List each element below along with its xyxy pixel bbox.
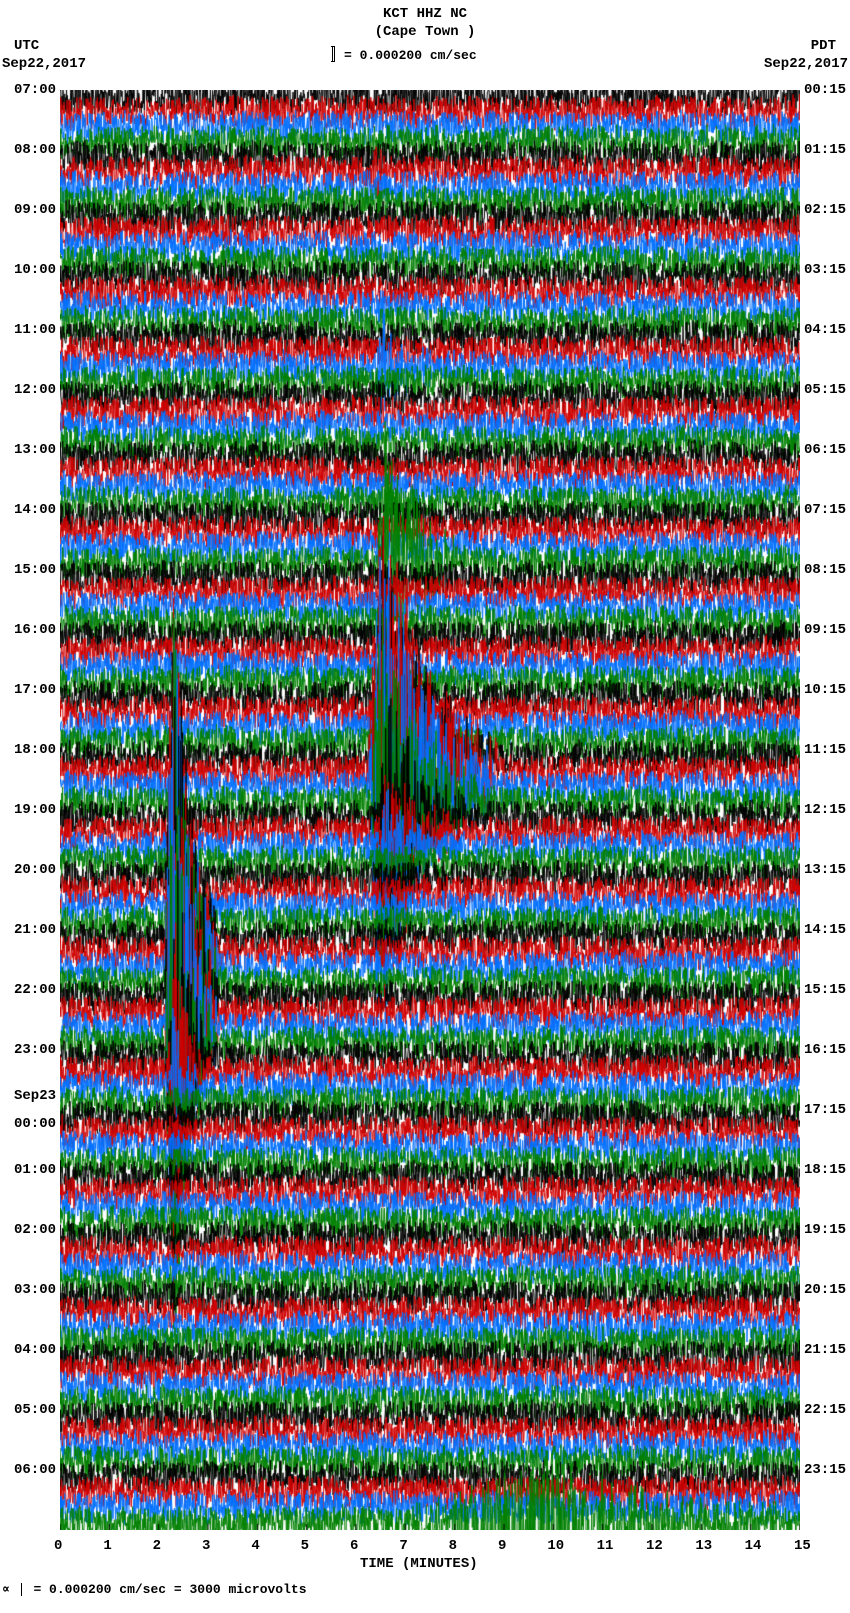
utc-tick: 01:00 <box>14 1162 56 1178</box>
pdt-tick: 21:15 <box>804 1342 846 1358</box>
left-tz: UTC <box>14 38 39 54</box>
utc-tick: 08:00 <box>14 142 56 158</box>
x-tick: 0 <box>54 1538 62 1554</box>
x-tick: 13 <box>695 1538 712 1554</box>
x-tick: 9 <box>498 1538 506 1554</box>
pdt-tick: 18:15 <box>804 1162 846 1178</box>
pdt-tick: 14:15 <box>804 922 846 938</box>
left-date: Sep22,2017 <box>2 56 86 72</box>
pdt-tick: 05:15 <box>804 382 846 398</box>
utc-tick: 20:00 <box>14 862 56 878</box>
utc-tick: 21:00 <box>14 922 56 938</box>
pdt-tick: 12:15 <box>804 802 846 818</box>
right-date: Sep22,2017 <box>764 56 848 72</box>
x-tick: 14 <box>745 1538 762 1554</box>
pdt-tick: 16:15 <box>804 1042 846 1058</box>
pdt-tick: 19:15 <box>804 1222 846 1238</box>
pdt-tick: 06:15 <box>804 442 846 458</box>
pdt-tick: 15:15 <box>804 982 846 998</box>
utc-tick: 17:00 <box>14 682 56 698</box>
utc-tick: 11:00 <box>14 322 56 338</box>
utc-tick: 15:00 <box>14 562 56 578</box>
pdt-tick: 17:15 <box>804 1102 846 1118</box>
footnote-text: = 0.000200 cm/sec = 3000 microvolts <box>33 1582 306 1597</box>
x-tick: 11 <box>597 1538 614 1554</box>
x-tick: 8 <box>449 1538 457 1554</box>
title-line2: (Cape Town ) <box>0 24 850 40</box>
utc-tick: 03:00 <box>14 1282 56 1298</box>
utc-tick: 19:00 <box>14 802 56 818</box>
pdt-tick: 02:15 <box>804 202 846 218</box>
pdt-tick: 10:15 <box>804 682 846 698</box>
helicorder-canvas <box>60 90 800 1530</box>
title-line1: KCT HHZ NC <box>0 6 850 22</box>
utc-tick: 18:00 <box>14 742 56 758</box>
x-tick: 12 <box>646 1538 663 1554</box>
pdt-tick: 04:15 <box>804 322 846 338</box>
pdt-tick: 20:15 <box>804 1282 846 1298</box>
pdt-tick: 00:15 <box>804 82 846 98</box>
footnote: ∝ = 0.000200 cm/sec = 3000 microvolts <box>2 1582 307 1597</box>
utc-tick: 02:00 <box>14 1222 56 1238</box>
x-tick: 7 <box>399 1538 407 1554</box>
pdt-tick: 09:15 <box>804 622 846 638</box>
utc-tick: 16:00 <box>14 622 56 638</box>
x-tick: 6 <box>350 1538 358 1554</box>
right-tz: PDT <box>811 38 836 54</box>
pdt-tick: 07:15 <box>804 502 846 518</box>
scale-bar-icon <box>332 46 335 62</box>
helicorder-plot <box>60 90 800 1530</box>
pdt-tick: 08:15 <box>804 562 846 578</box>
footnote-prefix: ∝ <box>2 1582 10 1597</box>
utc-tick: 12:00 <box>14 382 56 398</box>
utc-tick: 13:00 <box>14 442 56 458</box>
utc-tick: 00:00 <box>14 1116 56 1132</box>
x-tick: 5 <box>301 1538 309 1554</box>
utc-tick: 09:00 <box>14 202 56 218</box>
utc-tick: 05:00 <box>14 1402 56 1418</box>
utc-tick: 22:00 <box>14 982 56 998</box>
utc-tick: 06:00 <box>14 1462 56 1478</box>
utc-tick: 07:00 <box>14 82 56 98</box>
pdt-tick: 11:15 <box>804 742 846 758</box>
utc-tick: 14:00 <box>14 502 56 518</box>
pdt-tick: 23:15 <box>804 1462 846 1478</box>
scale-text: = 0.000200 cm/sec <box>344 48 477 63</box>
x-tick: 2 <box>153 1538 161 1554</box>
x-tick: 4 <box>251 1538 259 1554</box>
utc-tick: 23:00 <box>14 1042 56 1058</box>
x-tick: 10 <box>547 1538 564 1554</box>
utc-tick: 10:00 <box>14 262 56 278</box>
pdt-tick: 22:15 <box>804 1402 846 1418</box>
pdt-tick: 03:15 <box>804 262 846 278</box>
utc-tick: Sep23 <box>14 1088 56 1104</box>
x-tick: 1 <box>103 1538 111 1554</box>
x-tick: 15 <box>794 1538 811 1554</box>
x-tick: 3 <box>202 1538 210 1554</box>
x-axis-title: TIME (MINUTES) <box>360 1556 478 1572</box>
utc-tick: 04:00 <box>14 1342 56 1358</box>
pdt-tick: 13:15 <box>804 862 846 878</box>
pdt-tick: 01:15 <box>804 142 846 158</box>
scale-bar-small-icon <box>21 1583 23 1596</box>
